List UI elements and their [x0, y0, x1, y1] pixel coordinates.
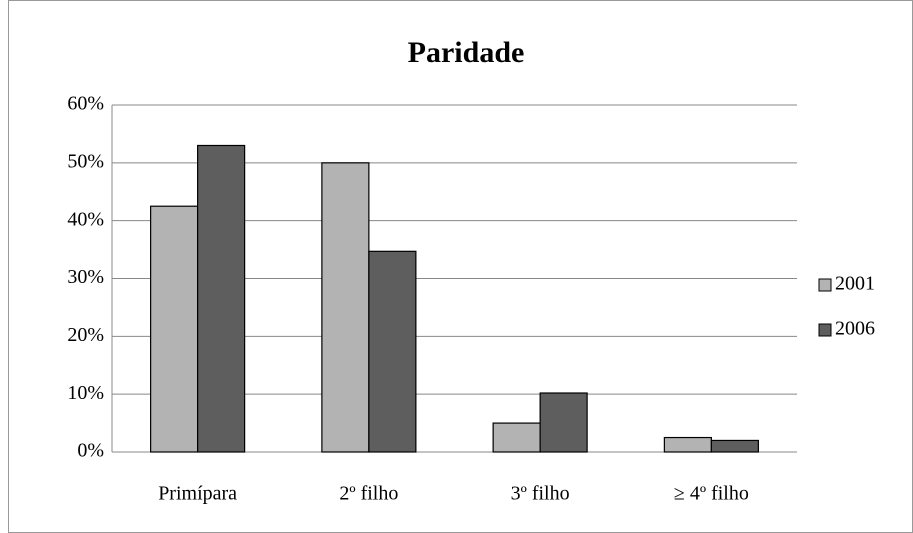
bar	[197, 144, 246, 453]
legend-swatch	[818, 278, 832, 292]
bar	[539, 392, 588, 453]
y-tick-label: 10%	[67, 382, 104, 404]
y-tick-label: 20%	[67, 324, 104, 346]
bar	[710, 439, 759, 453]
x-tick-label: 3º filho	[511, 483, 570, 505]
x-tick-label: Primípara	[158, 483, 237, 505]
legend-label: 2001	[835, 273, 875, 295]
y-tick-label: 30%	[67, 266, 104, 288]
legend-swatch	[818, 323, 832, 337]
bar	[368, 250, 417, 453]
bar	[150, 205, 199, 453]
chart-frame	[8, 0, 913, 533]
y-tick-label: 50%	[67, 150, 104, 172]
legend-label: 2006	[835, 318, 875, 340]
bar	[492, 422, 541, 453]
bar	[321, 162, 370, 453]
y-tick-label: 40%	[67, 208, 104, 230]
x-tick-label: ≥ 4º filho	[674, 483, 749, 505]
y-tick-label: 0%	[77, 440, 104, 462]
x-tick-label: 2º filho	[339, 483, 398, 505]
y-tick-label: 60%	[67, 93, 104, 115]
bar	[663, 436, 712, 453]
chart-title: Paridade	[408, 36, 525, 69]
